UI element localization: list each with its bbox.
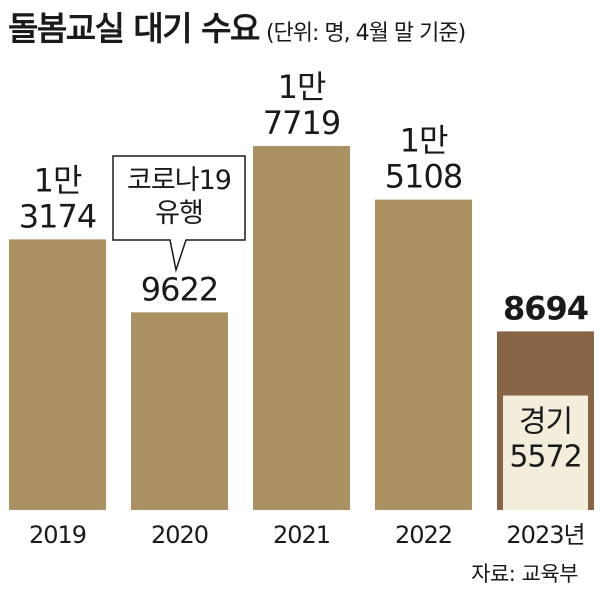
value-label-3-1: 1만 xyxy=(278,68,326,106)
tick-label-1: 2019 xyxy=(29,521,86,549)
inset-bar-gyeonggi xyxy=(503,395,588,510)
value-label-1-2: 3174 xyxy=(19,197,96,235)
value-label-5-1: 8694 xyxy=(503,289,588,327)
bar-4 xyxy=(375,199,472,510)
inset-label-2: 5572 xyxy=(509,440,581,475)
value-label-4-1: 1만 xyxy=(400,122,448,160)
tick-label-2: 2020 xyxy=(151,521,208,549)
bar-2 xyxy=(131,312,228,510)
value-label-1-1: 1만 xyxy=(34,161,82,199)
value-label-2-1: 9622 xyxy=(141,270,218,308)
annotation-text-2: 유행 xyxy=(155,198,203,229)
inset-label-1: 경기 xyxy=(519,405,572,440)
chart-title: 돌봄교실 대기 수요 (단위: 명, 4월 말 기준) xyxy=(8,2,466,50)
value-label-3-2: 7719 xyxy=(263,104,340,142)
bar-3 xyxy=(253,146,350,510)
tick-label-3: 2021 xyxy=(273,521,330,549)
bar-1 xyxy=(9,239,106,511)
title-main: 돌봄교실 대기 수요 xyxy=(8,9,260,48)
value-label-4-2: 5108 xyxy=(385,158,462,196)
annotation-text-1: 코로나19 xyxy=(127,165,231,196)
annotation-callout xyxy=(112,155,246,273)
title-unit: (단위: 명, 4월 말 기준) xyxy=(265,21,466,46)
tick-label-4: 2022 xyxy=(395,521,452,549)
tick-label-5: 2023년 xyxy=(506,521,584,549)
source-note: 자료: 교육부 xyxy=(471,562,578,586)
